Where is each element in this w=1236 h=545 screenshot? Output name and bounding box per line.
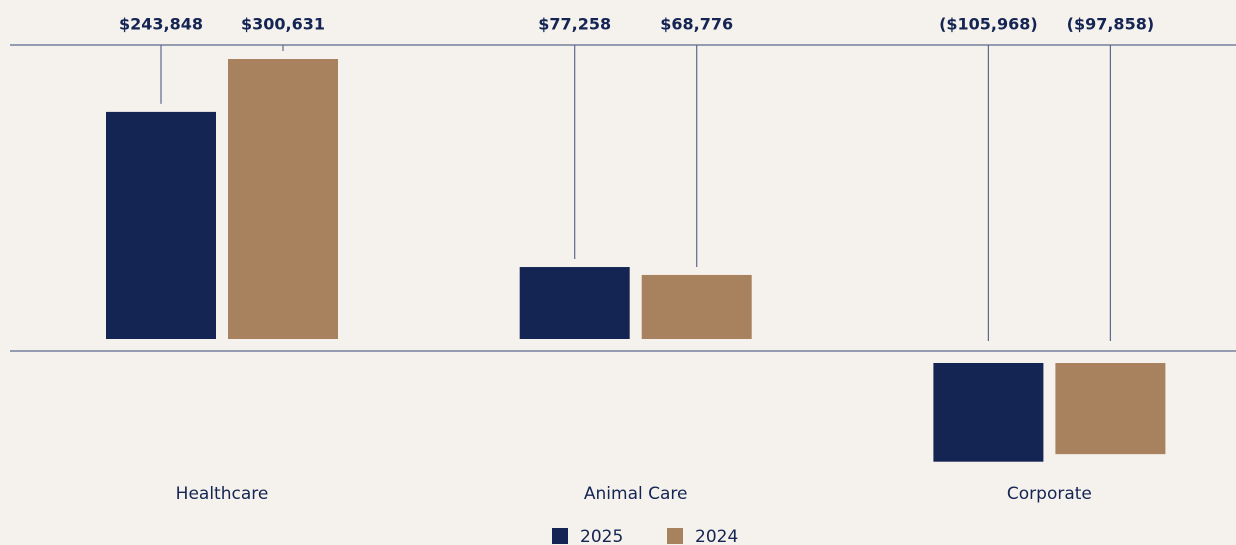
bar (106, 111, 216, 339)
value-label: ($97,858) (1067, 15, 1155, 34)
category-label: Corporate (1007, 484, 1092, 504)
bar (641, 274, 752, 339)
bar (519, 267, 630, 339)
bar (1055, 363, 1166, 455)
bar (228, 59, 338, 339)
category-label: Healthcare (176, 484, 269, 504)
legend-swatch (667, 528, 683, 544)
value-label: $68,776 (660, 15, 733, 34)
legend-label: 2025 (580, 527, 623, 545)
legend-label: 2024 (695, 527, 738, 545)
legend-swatch (552, 528, 568, 544)
value-label: $300,631 (241, 15, 325, 34)
value-label: $77,258 (538, 15, 611, 34)
bar (933, 363, 1044, 462)
value-label: $243,848 (119, 15, 203, 34)
category-label: Animal Care (584, 484, 688, 504)
value-label: ($105,968) (939, 15, 1038, 34)
